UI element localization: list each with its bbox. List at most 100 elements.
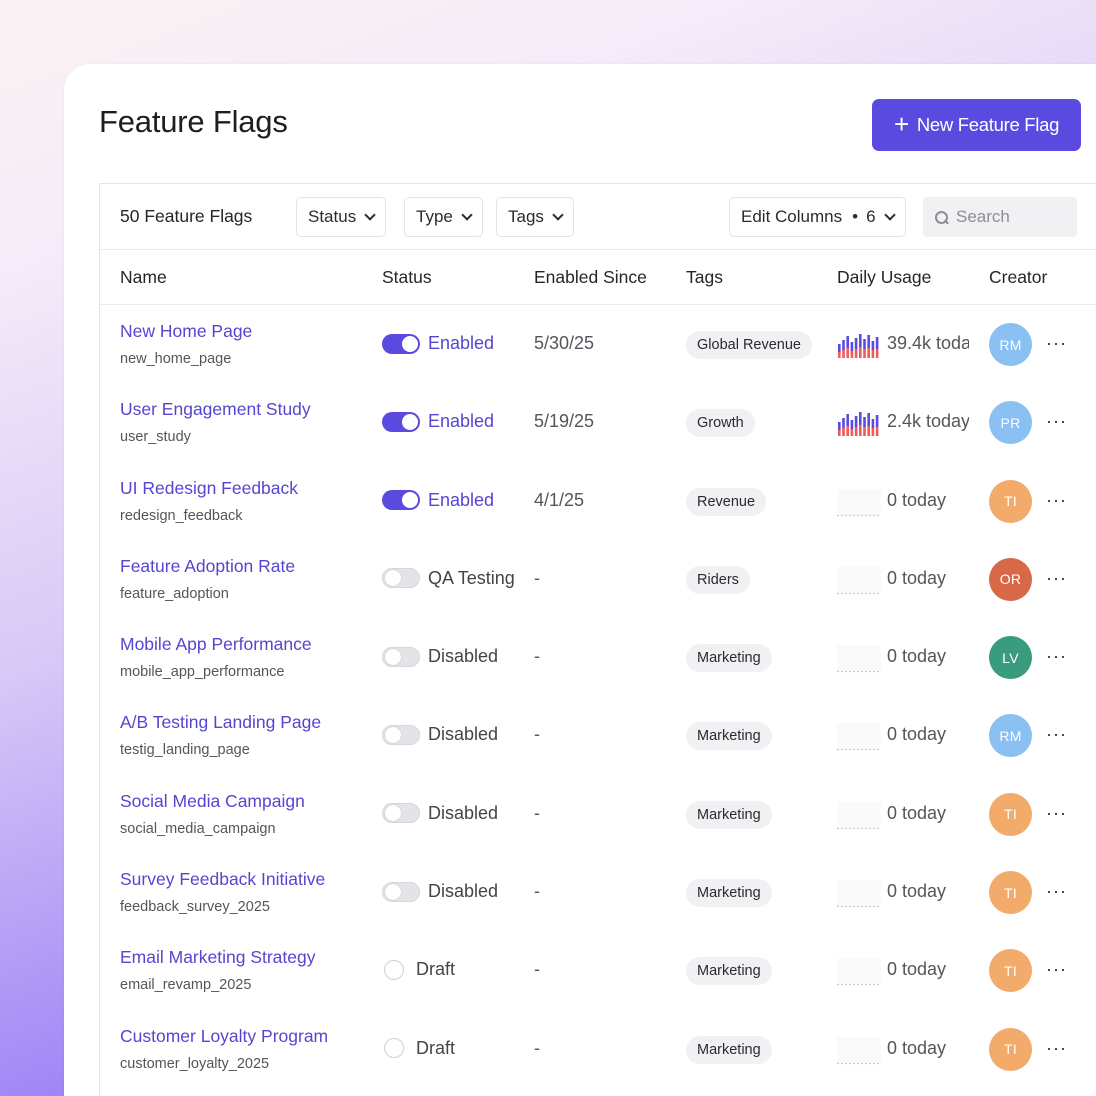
usage-bar [838, 344, 841, 352]
status-filter-dropdown[interactable]: Status [296, 197, 387, 237]
column-header-daily-usage[interactable]: Daily Usage [837, 267, 932, 287]
flag-key: customer_loyalty_2025 [120, 1055, 270, 1072]
usage-bar-error [867, 426, 870, 437]
status-toggle[interactable] [382, 803, 420, 824]
table-row[interactable]: UI Redesign Feedback redesign_feedback E… [100, 462, 1096, 540]
tag-badge[interactable]: Marketing [686, 1035, 772, 1064]
table-row[interactable]: Social Media Campaign social_media_campa… [100, 775, 1096, 853]
sparkline-empty-area [837, 958, 881, 985]
usage-bar [842, 418, 845, 429]
tag-badge[interactable]: Marketing [686, 800, 772, 829]
creator-avatar[interactable]: TI [989, 1027, 1032, 1071]
usage-bar-error [859, 347, 862, 358]
more-options-icon[interactable]: ··· [1046, 724, 1067, 745]
usage-bar [838, 422, 841, 431]
creator-avatar[interactable]: TI [989, 792, 1032, 836]
flag-name-link[interactable]: Customer Loyalty Program [120, 1025, 329, 1046]
status-toggle[interactable] [382, 881, 420, 902]
tag-badge[interactable]: Marketing [686, 879, 772, 908]
edit-columns-dropdown[interactable]: Edit Columns • 6 [729, 197, 906, 237]
tag-badge[interactable]: Revenue [686, 487, 767, 516]
flag-name-link[interactable]: A/B Testing Landing Page [120, 712, 322, 733]
status-label: Draft [416, 1037, 456, 1058]
more-options-icon[interactable]: ··· [1046, 567, 1067, 588]
column-header-tags[interactable]: Tags [686, 267, 723, 287]
creator-avatar[interactable]: RM [989, 714, 1032, 758]
creator-avatar[interactable]: LV [989, 636, 1032, 680]
table-row[interactable]: Feature Adoption Rate feature_adoption Q… [100, 540, 1096, 618]
table-row[interactable]: User Engagement Study user_study Enabled… [100, 383, 1096, 461]
tags-filter-dropdown[interactable]: Tags [496, 197, 574, 237]
tag-badge[interactable]: Marketing [686, 957, 772, 986]
column-header-name[interactable]: Name [120, 267, 167, 287]
column-header-enabled-since[interactable]: Enabled Since [534, 267, 647, 287]
flags-table-card: 50 Feature Flags Status Type Tags Edit C… [99, 183, 1096, 1096]
usage-sparkline [837, 958, 881, 986]
column-header-status[interactable]: Status [382, 267, 432, 287]
draft-status-icon[interactable] [384, 1038, 404, 1059]
status-label: Disabled [428, 802, 499, 823]
usage-sparkline [837, 645, 881, 673]
flag-name-link[interactable]: UI Redesign Feedback [120, 477, 299, 498]
search-input[interactable] [956, 207, 1066, 227]
table-row[interactable]: A/B Testing Landing Page testig_landing_… [100, 696, 1096, 774]
flag-name-link[interactable]: Social Media Campaign [120, 790, 305, 811]
tag-badge[interactable]: Marketing [686, 644, 772, 673]
more-options-icon[interactable]: ··· [1046, 959, 1067, 980]
usage-bar-error [871, 428, 875, 437]
table-row[interactable]: Email Marketing Strategy email_revamp_20… [100, 931, 1096, 1009]
tag-badge[interactable]: Riders [686, 565, 750, 594]
type-filter-dropdown[interactable]: Type [404, 197, 483, 237]
status-toggle[interactable] [382, 646, 420, 667]
usage-bar-error [863, 349, 866, 358]
usage-sparkline [837, 1036, 881, 1064]
more-options-icon[interactable]: ··· [1046, 881, 1067, 902]
creator-avatar[interactable]: OR [989, 557, 1032, 601]
more-options-icon[interactable]: ··· [1046, 411, 1067, 432]
more-options-icon[interactable]: ··· [1046, 1037, 1067, 1058]
creator-avatar[interactable]: RM [989, 323, 1032, 366]
flag-name-link[interactable]: New Home Page [120, 321, 253, 341]
status-toggle[interactable] [382, 333, 420, 354]
tag-badge[interactable]: Marketing [686, 722, 772, 751]
status-toggle[interactable] [382, 411, 420, 432]
creator-avatar[interactable]: PR [989, 401, 1032, 445]
status-toggle[interactable] [382, 490, 420, 511]
draft-status-icon[interactable] [384, 959, 404, 980]
creator-avatar[interactable]: TI [989, 949, 1032, 993]
flag-name-link[interactable]: Feature Adoption Rate [120, 555, 296, 576]
table-toolbar: 50 Feature Flags Status Type Tags Edit C… [100, 184, 1096, 250]
status-label: Disabled [428, 724, 499, 745]
flag-name-link[interactable]: Email Marketing Strategy [120, 947, 316, 968]
flag-name-link[interactable]: User Engagement Study [120, 399, 311, 420]
table-row[interactable]: Customer Loyalty Program customer_loyalt… [100, 1010, 1096, 1088]
flag-name-link[interactable]: Mobile App Performance [120, 634, 312, 655]
flag-key: feedback_survey_2025 [120, 899, 270, 916]
more-options-icon[interactable]: ··· [1046, 489, 1067, 510]
table-row[interactable]: New Home Page new_home_page Enabled 5/30… [100, 305, 1096, 383]
daily-usage: 39.4k today [887, 333, 969, 353]
status-cell: Disabled [382, 724, 514, 745]
sparkline-empty-area [837, 801, 881, 828]
new-feature-flag-button[interactable]: + New Feature Flag [872, 99, 1081, 151]
status-cell: Disabled [382, 803, 514, 824]
more-options-icon[interactable]: ··· [1046, 646, 1067, 667]
flag-name-link[interactable]: Survey Feedback Initiative [120, 869, 326, 890]
tag-badge[interactable]: Global Revenue [686, 331, 812, 359]
usage-bar-error [842, 350, 845, 358]
creator-avatar[interactable]: TI [989, 871, 1032, 915]
tag-badge[interactable]: Growth [686, 409, 755, 438]
status-toggle[interactable] [382, 724, 420, 745]
status-cell: Draft [382, 1038, 514, 1059]
table-row[interactable]: Survey Feedback Initiative feedback_surv… [100, 853, 1096, 931]
sparkline-empty-area [837, 1036, 881, 1063]
creator-avatar[interactable]: TI [989, 479, 1032, 523]
status-toggle[interactable] [382, 568, 420, 589]
column-header-creator[interactable]: Creator [989, 267, 1048, 287]
more-options-icon[interactable]: ··· [1046, 333, 1067, 353]
usage-bar [863, 417, 866, 428]
more-options-icon[interactable]: ··· [1046, 802, 1067, 823]
table-row[interactable]: Mobile App Performance mobile_app_perfor… [100, 618, 1096, 696]
tags-filter-label: Tags [508, 207, 544, 226]
edit-columns-label: Edit Columns [741, 207, 843, 226]
